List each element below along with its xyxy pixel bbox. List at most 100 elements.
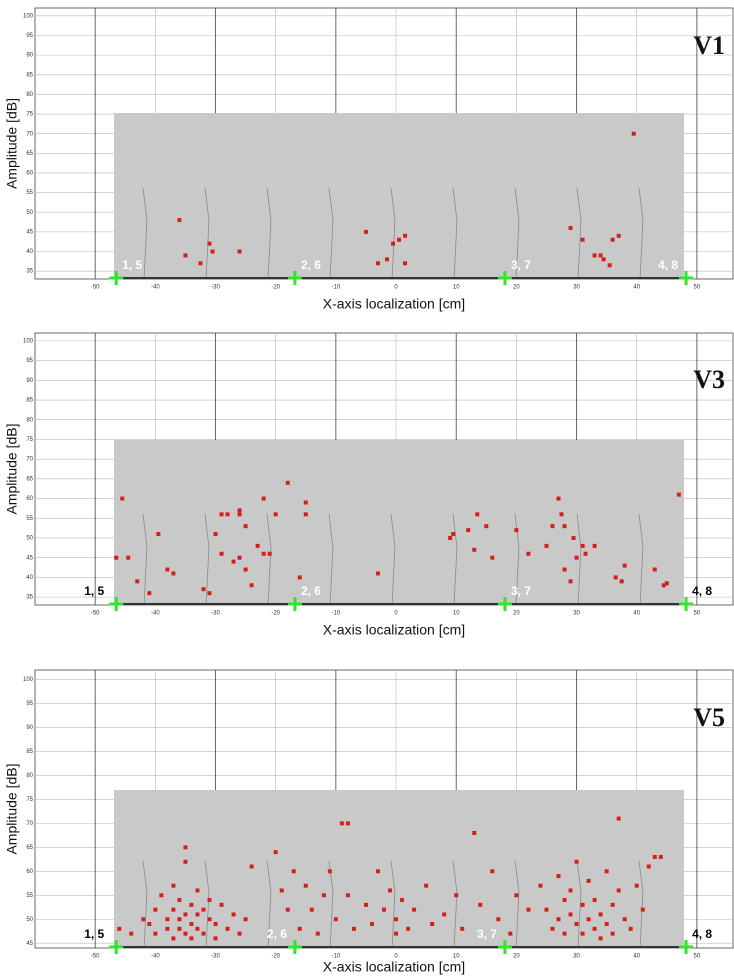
event-point	[243, 567, 248, 572]
event-point	[183, 859, 188, 864]
event-point	[616, 888, 621, 893]
event-point	[114, 555, 119, 560]
event-point	[619, 579, 624, 584]
event-point	[592, 898, 597, 903]
y-tick-label: 45	[26, 555, 33, 561]
event-point	[631, 131, 636, 136]
event-point	[403, 233, 408, 238]
event-point	[177, 917, 182, 922]
x-tick-label: -30	[211, 954, 220, 960]
y-axis-label: Amplitude [dB]	[4, 98, 20, 189]
event-point	[279, 888, 284, 893]
specimen-crack	[390, 187, 396, 280]
y-axis-label: Amplitude [dB]	[4, 763, 20, 854]
y-tick-label: 70	[26, 821, 33, 827]
y-tick-label: 55	[26, 190, 33, 196]
specimen-crack	[514, 861, 520, 949]
event-point	[207, 898, 212, 903]
event-point	[273, 512, 278, 517]
event-point	[147, 922, 152, 927]
event-point	[616, 816, 621, 821]
event-point	[613, 575, 618, 580]
event-point	[604, 869, 609, 874]
event-point	[243, 917, 248, 922]
event-point	[177, 926, 182, 931]
event-point	[601, 257, 606, 262]
event-point	[580, 902, 585, 907]
event-point	[508, 931, 513, 936]
x-tick-label: 40	[633, 285, 640, 291]
event-point	[249, 864, 254, 869]
event-point	[141, 917, 146, 922]
event-point	[201, 587, 206, 592]
x-tick-label: -30	[211, 611, 220, 617]
event-point	[658, 854, 663, 859]
event-point	[574, 922, 579, 927]
event-point	[147, 591, 152, 596]
y-tick-label: 75	[26, 437, 33, 443]
specimen-crack	[328, 187, 334, 280]
y-tick-label: 80	[26, 92, 33, 98]
y-tick-label: 75	[26, 797, 33, 803]
event-point	[568, 888, 573, 893]
event-point	[583, 551, 588, 556]
event-point	[571, 535, 576, 540]
y-tick-label: 45	[26, 941, 33, 947]
y-tick-label: 100	[23, 13, 34, 19]
specimen-crack	[142, 861, 148, 949]
specimen-crack	[452, 514, 458, 606]
event-point	[598, 253, 603, 258]
specimen-crack	[638, 514, 644, 606]
event-point	[454, 893, 459, 898]
sensor-label: 1, 5	[84, 927, 104, 941]
event-point	[544, 543, 549, 548]
x-tick-label: -40	[151, 954, 160, 960]
event-point	[189, 922, 194, 927]
y-tick-label: 65	[26, 151, 33, 157]
event-point	[490, 869, 495, 874]
y-tick-label: 45	[26, 229, 33, 235]
y-tick-label: 65	[26, 476, 33, 482]
event-point	[550, 926, 555, 931]
event-point	[574, 859, 579, 864]
event-point	[315, 931, 320, 936]
event-point	[129, 931, 134, 936]
event-point	[580, 543, 585, 548]
y-tick-label: 60	[26, 171, 33, 177]
event-point	[448, 535, 453, 540]
event-point	[622, 917, 627, 922]
event-point	[219, 902, 224, 907]
event-point	[676, 492, 681, 497]
sensor-label: 3, 7	[477, 927, 497, 941]
specimen-crack	[204, 861, 210, 949]
y-tick-label: 70	[26, 131, 33, 137]
event-point	[607, 263, 612, 268]
specimen-crack	[390, 861, 396, 949]
event-point	[303, 512, 308, 517]
event-point	[400, 898, 405, 903]
y-tick-label: 85	[26, 749, 33, 755]
sensor-marker	[497, 597, 512, 611]
y-tick-label: 50	[26, 917, 33, 923]
x-axis-label: X-axis localization [cm]	[323, 622, 465, 638]
event-point	[177, 218, 182, 223]
y-tick-label: 95	[26, 358, 33, 364]
y-tick-label: 55	[26, 516, 33, 522]
event-point	[382, 907, 386, 912]
event-point	[442, 912, 447, 917]
event-point	[406, 926, 411, 931]
event-point	[183, 912, 188, 917]
event-point	[255, 543, 260, 548]
event-point	[120, 496, 125, 501]
event-point	[285, 480, 290, 485]
event-point	[472, 830, 477, 835]
sensor-marker	[109, 940, 124, 954]
event-point	[297, 926, 302, 931]
x-tick-label: -20	[271, 285, 280, 291]
event-point	[640, 907, 645, 912]
event-point	[375, 571, 380, 576]
sensor-marker	[497, 940, 512, 954]
x-tick-label: -50	[91, 954, 100, 960]
x-tick-label: 50	[694, 611, 701, 617]
